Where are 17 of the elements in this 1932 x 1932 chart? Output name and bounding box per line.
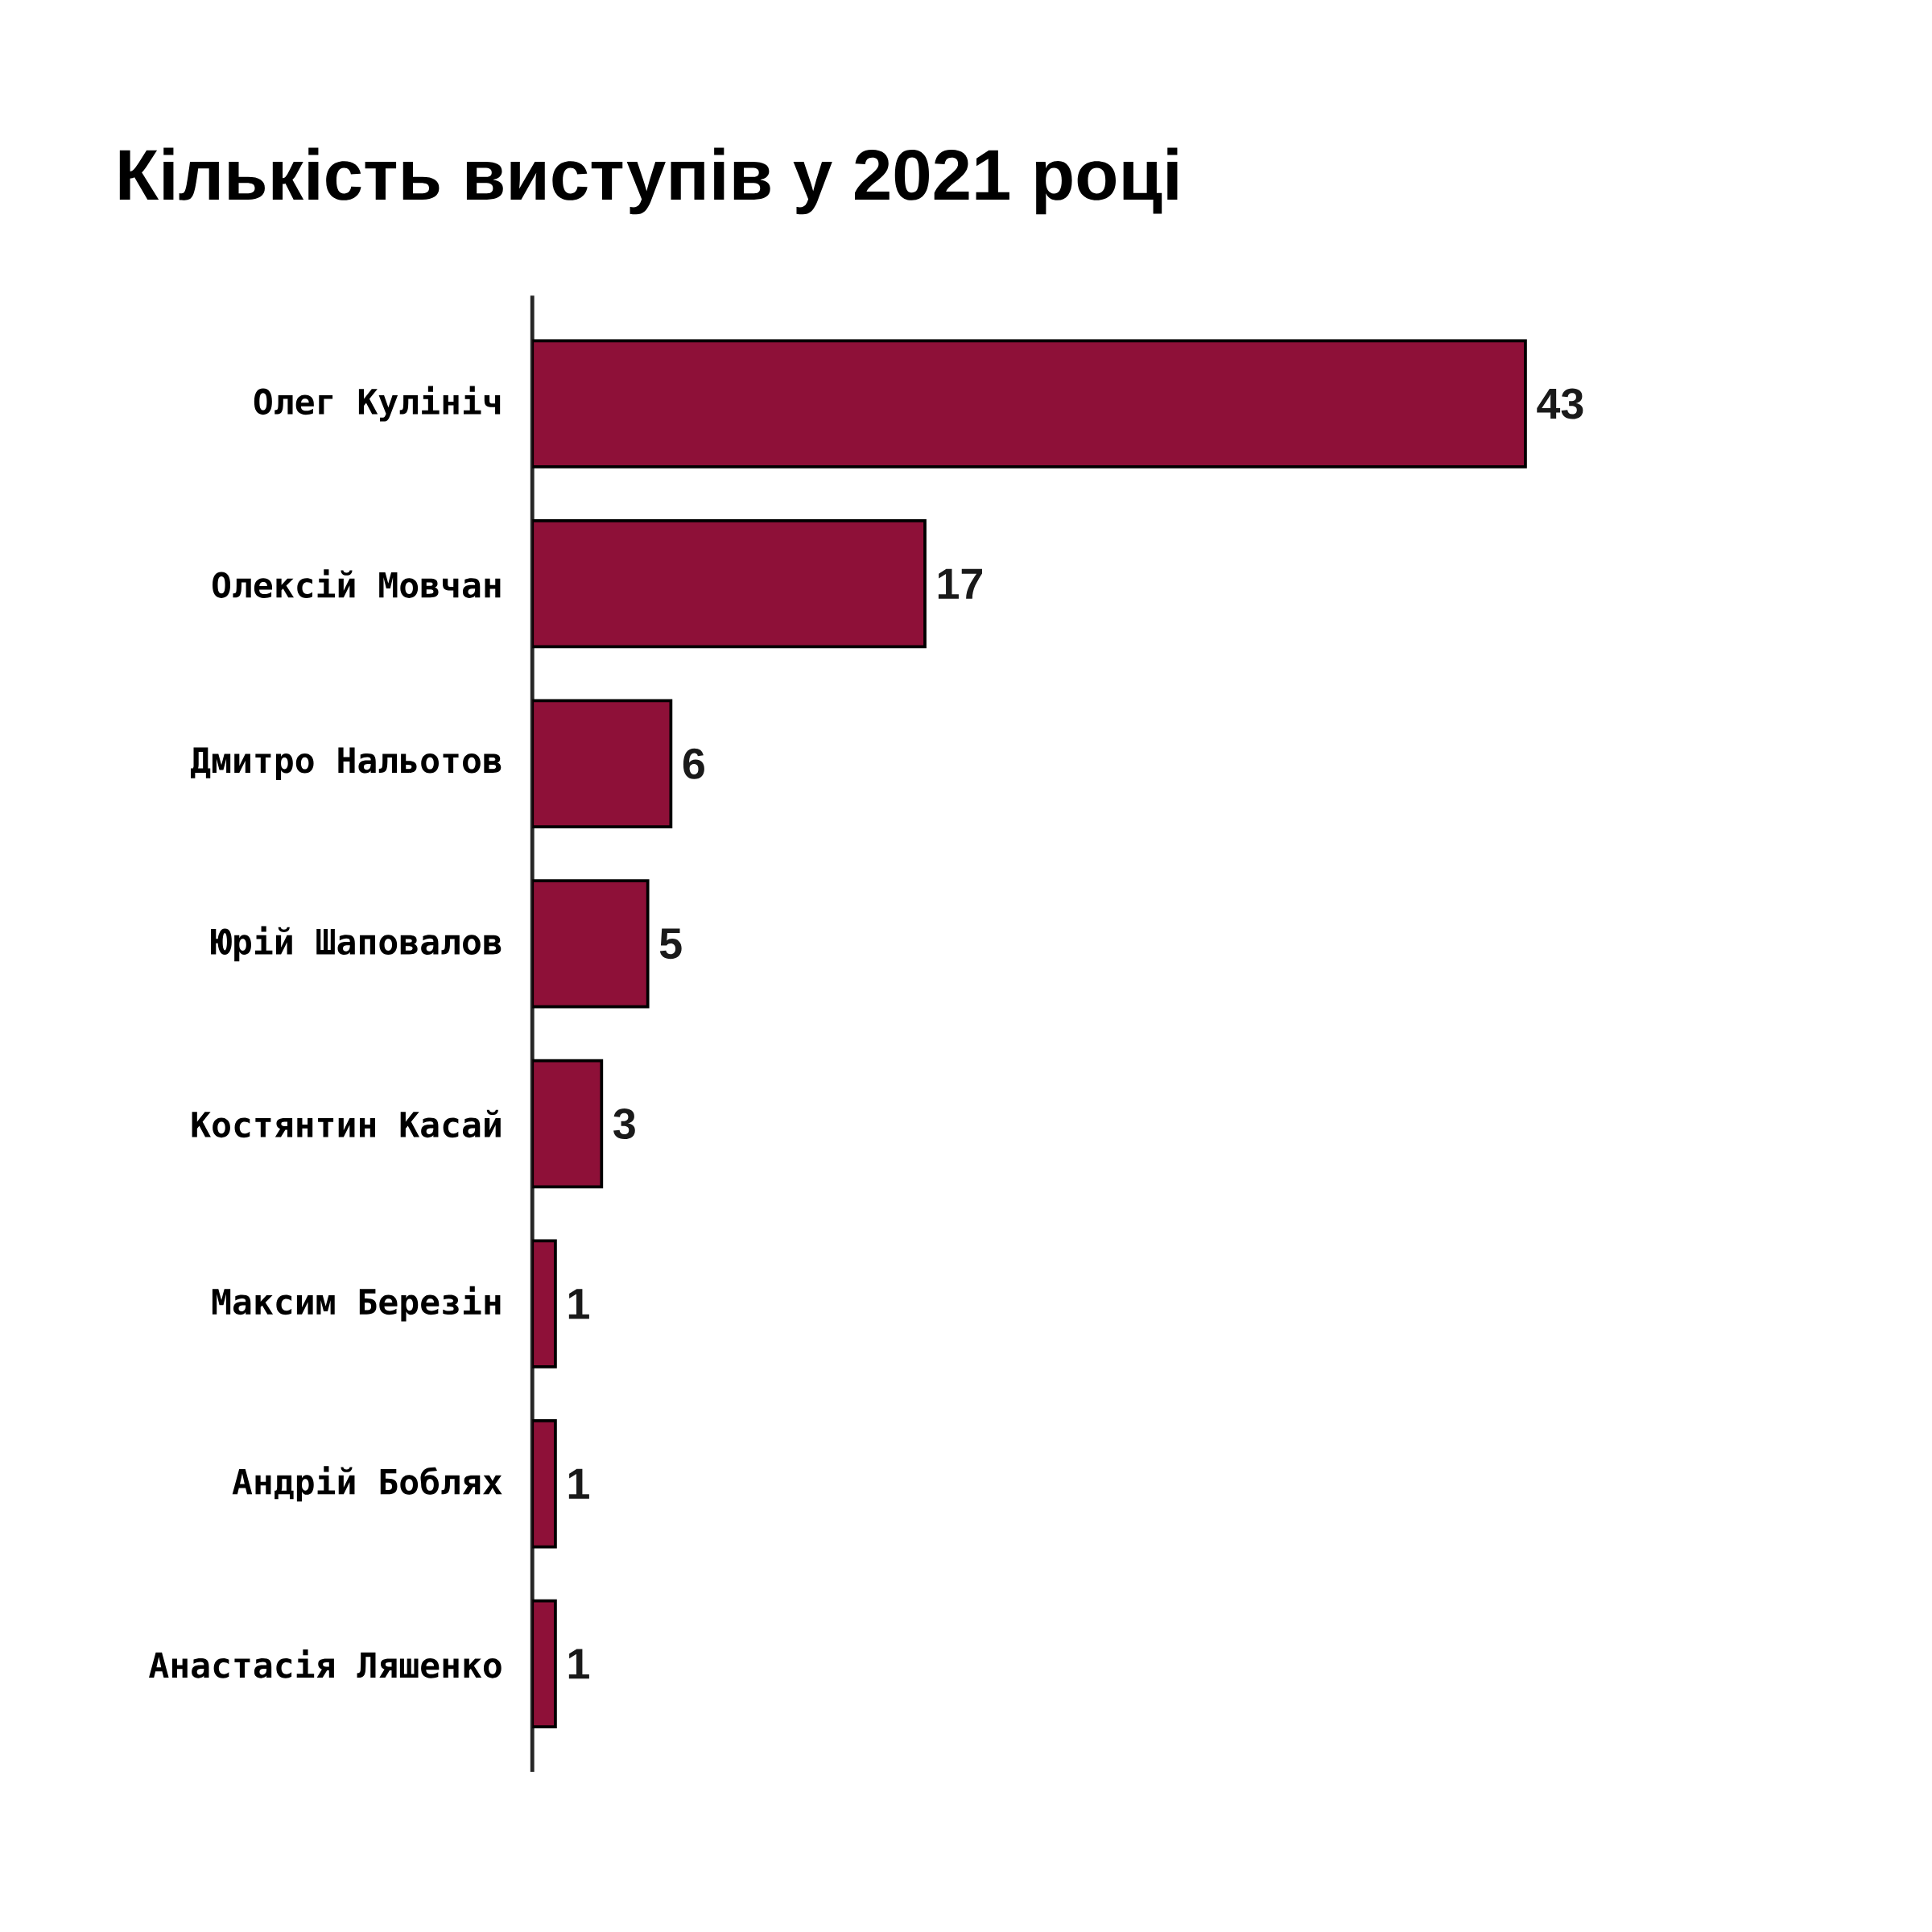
y-tick-label: Дмитро Нальотов [191,747,502,780]
data-label: 1 [568,1468,589,1499]
data-label: 6 [683,748,704,779]
y-tick-label: Олег Кулініч [254,386,501,422]
y-tick-label: Анастасія Ляшенко [149,1649,502,1678]
data-label: 17 [938,568,982,599]
data-label: 3 [613,1108,635,1140]
y-tick-label: Максим Березін [212,1286,501,1322]
data-label: 43 [1537,388,1583,419]
y-tick-label: Юрій Шаповалов [211,926,502,962]
data-label: 1 [568,1649,589,1679]
data-label: 1 [568,1289,589,1319]
chart-title: Кількість виступів у 2021 році [119,147,1178,215]
y-tick-label: Олексій Мовчан [213,569,501,598]
data-label: 5 [659,928,682,960]
y-tick-label: Андрій Боблях [232,1466,502,1502]
y-tick-label: Костянтин Касай [192,1109,501,1138]
